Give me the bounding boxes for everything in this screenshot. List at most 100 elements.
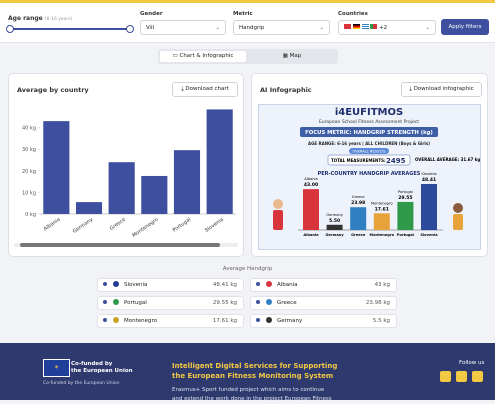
total: 2495	[386, 157, 406, 165]
y-tick-label: 40 kg	[22, 126, 36, 132]
ranking-item: Albania 43 kg	[250, 278, 397, 292]
y-tick-label: 10 kg	[22, 190, 36, 196]
dot	[103, 318, 107, 322]
card-title: Average by country	[17, 86, 89, 94]
flag	[266, 281, 272, 287]
value: 23.98 kg	[365, 300, 390, 306]
footer-text: Erasmus+ Sport funded project which aims…	[172, 386, 332, 404]
scroll-thumb	[20, 243, 220, 247]
social-icon[interactable]	[440, 371, 451, 382]
ranking-item: Greece 23.98 kg	[250, 296, 397, 310]
value: 43 kg	[374, 282, 390, 288]
info-bar	[421, 184, 437, 230]
tab-label: Chart & Infographic	[179, 53, 234, 59]
metric-label: Metric	[233, 11, 253, 17]
kid-figure	[273, 210, 283, 230]
info-bar-label: 17.61	[375, 206, 389, 212]
infographic: i4EUFITMOS European School Fitness Asses…	[258, 104, 481, 250]
dot	[256, 318, 260, 322]
info-bar-name: Greece	[352, 195, 366, 199]
info-bar	[303, 189, 319, 230]
countries-select[interactable]: +2 ⌄	[338, 20, 436, 35]
flag	[113, 281, 119, 287]
tab-bar: ▭ Chart & Infographic ▦ Map	[158, 49, 338, 64]
eu-line: Co-funded by	[71, 361, 113, 367]
value: 5.5 kg	[372, 318, 390, 324]
country: Albania	[277, 282, 298, 288]
age-hint: (6-16 years)	[44, 17, 73, 22]
dot	[103, 282, 107, 286]
eu-flag: ✶	[43, 359, 70, 377]
download-chart[interactable]: ⤓ Download chart	[172, 82, 238, 97]
kid-figure	[453, 203, 463, 213]
kid-figure	[273, 199, 283, 209]
value: 48.41 kg	[212, 282, 237, 288]
value: 29.55 kg	[212, 300, 237, 306]
country: Slovenia	[124, 282, 148, 288]
metric-value: Handgrip	[239, 25, 265, 31]
info-bar-label: 23.98	[351, 200, 365, 206]
info-bar-axis: Slovenia	[420, 233, 438, 237]
x-tick-label: Portugal	[172, 217, 192, 234]
bar	[141, 175, 168, 214]
bar	[43, 121, 70, 214]
eu-caption: Co-funded by the European Union	[43, 381, 120, 386]
gender-select[interactable]: Všl ⌄	[140, 20, 226, 35]
countries-more: +2	[379, 25, 388, 31]
slider-handle[interactable]	[126, 25, 134, 33]
eu-line: the European Union	[71, 368, 133, 374]
dot	[103, 300, 107, 304]
x-tick-label: Germany	[72, 217, 94, 235]
tab[interactable]: ▭ Chart & Infographic	[160, 51, 246, 62]
metric-select[interactable]: Handgrip ⌄	[233, 20, 330, 35]
info-bar	[326, 224, 343, 230]
total-box	[327, 154, 411, 166]
y-tick-label: 0 kg	[25, 212, 36, 218]
flag	[113, 317, 119, 323]
x-tick-label: Montenegro	[131, 217, 159, 239]
info-bar-name: Portugal	[398, 190, 413, 194]
results: OVERALL RESULTS	[352, 150, 386, 154]
title-line: Intelligent Digital Services for Support…	[172, 362, 338, 370]
y-tick-label: 30 kg	[22, 147, 36, 153]
age-slider[interactable]	[10, 28, 130, 30]
results-pill	[349, 148, 389, 154]
bar	[206, 109, 233, 214]
info-bar-name: Germany	[326, 213, 343, 217]
kid-figure	[453, 214, 463, 230]
flag	[113, 299, 119, 305]
tab[interactable]: ▦ Map	[282, 53, 302, 59]
download-infographic[interactable]: ⤓ Download infographic	[401, 82, 482, 97]
countries-label: Countries	[338, 11, 368, 17]
value: 17.61 kg	[212, 318, 237, 324]
slider-handle[interactable]	[6, 25, 14, 33]
dot	[256, 282, 260, 286]
ranking-item: Montenegro 17.61 kg	[97, 314, 244, 328]
apply-button[interactable]: Apply filters	[441, 19, 489, 35]
info-bar-label: 29.55	[398, 195, 412, 201]
ranking-item: Slovenia 48.41 kg	[97, 278, 244, 292]
x-tick-label: Albania	[43, 217, 62, 233]
info-bar	[397, 201, 414, 230]
info-bar-label: 48.41	[422, 177, 436, 183]
gender-value: Všl	[146, 25, 155, 31]
info-bar-name: Slovenia	[421, 172, 436, 176]
card-title: AI Infographic	[260, 86, 312, 94]
social-icon[interactable]	[456, 371, 467, 382]
bar	[75, 202, 103, 214]
country: Greece	[277, 300, 297, 306]
social-icon[interactable]	[472, 371, 483, 382]
info-bar-name: Montenegro	[371, 201, 393, 205]
total-label: TOTAL MEASUREMENTS:	[331, 158, 386, 163]
gender-label: Gender	[140, 11, 163, 17]
info-bar-axis: Albania	[303, 233, 319, 237]
x-tick-label: Greece	[109, 217, 127, 232]
info-bar	[350, 207, 367, 230]
country: Portugal	[124, 300, 147, 306]
brand: i4EUFITMOS	[335, 107, 403, 118]
footer-title: Intelligent Digital Services for Support…	[172, 361, 337, 381]
text-line: Erasmus+ Sport funded project which aims…	[172, 387, 325, 393]
subtitle: European School Fitness Assessment Proje…	[319, 119, 419, 125]
age-label: Age range (6-16 years)	[8, 15, 72, 22]
